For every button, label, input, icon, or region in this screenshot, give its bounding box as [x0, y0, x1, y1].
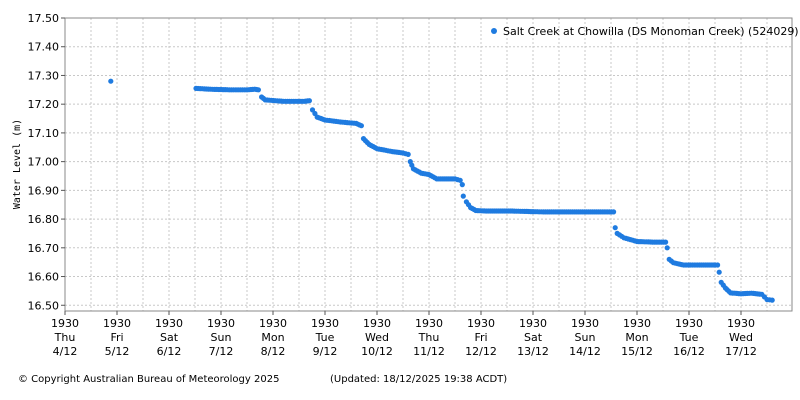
- data-point: [108, 78, 114, 84]
- x-tick-label-day: Wed: [729, 331, 753, 344]
- y-tick-label: 16.70: [28, 242, 60, 255]
- y-tick-label: 17.30: [28, 69, 60, 82]
- x-tick-label-time: 1930: [675, 317, 703, 330]
- grid: [64, 17, 792, 311]
- data-point: [663, 239, 669, 245]
- x-tick-label-day: Wed: [365, 331, 389, 344]
- y-tick-label: 16.50: [28, 299, 60, 312]
- x-tick-label-date: 5/12: [105, 345, 130, 358]
- y-tick-label: 17.40: [28, 41, 60, 54]
- data-points: [108, 78, 775, 303]
- x-tick-label-time: 1930: [155, 317, 183, 330]
- x-tick-label-time: 1930: [103, 317, 131, 330]
- y-tick-label: 17.10: [28, 127, 60, 140]
- y-tick-label: 17.20: [28, 98, 60, 111]
- x-tick-label-day: Sat: [160, 331, 179, 344]
- x-tick-label-time: 1930: [571, 317, 599, 330]
- x-axis-ticks: 1930Thu4/121930Fri5/121930Sat6/121930Sun…: [51, 311, 757, 358]
- copyright-notice: © Copyright Australian Bureau of Meteoro…: [18, 374, 280, 385]
- data-point: [358, 123, 364, 129]
- x-tick-label-time: 1930: [259, 317, 287, 330]
- updated-timestamp: (Updated: 18/12/2025 19:38 ACDT): [330, 374, 508, 385]
- y-axis-ticks: 16.50 16.60 16.70 16.80 16.90 17.00 17.10 17.20…: [28, 12, 65, 312]
- x-tick-label-day: Mon: [625, 331, 648, 344]
- x-tick-label-date: 15/12: [621, 345, 653, 358]
- x-tick-label-day: Fri: [110, 331, 123, 344]
- data-point: [612, 225, 618, 231]
- x-tick-label-day: Fri: [474, 331, 487, 344]
- x-tick-label-time: 1930: [363, 317, 391, 330]
- x-tick-label-time: 1930: [207, 317, 235, 330]
- x-tick-label-date: 16/12: [673, 345, 705, 358]
- data-point: [664, 245, 670, 251]
- x-tick-label-date: 12/12: [465, 345, 497, 358]
- x-tick-label-date: 10/12: [361, 345, 393, 358]
- y-tick-label: 17.50: [28, 12, 60, 25]
- x-tick-label-date: 9/12: [313, 345, 338, 358]
- x-tick-label-time: 1930: [519, 317, 547, 330]
- data-point: [716, 269, 722, 275]
- x-tick-label-time: 1930: [415, 317, 443, 330]
- data-point: [611, 209, 617, 215]
- x-tick-label-day: Sun: [575, 331, 596, 344]
- data-point: [405, 151, 411, 157]
- data-point: [459, 182, 465, 188]
- data-point: [255, 87, 261, 93]
- x-tick-label-day: Tue: [315, 331, 335, 344]
- x-tick-label-time: 1930: [311, 317, 339, 330]
- y-tick-label: 16.60: [28, 271, 60, 284]
- x-tick-label-time: 1930: [727, 317, 755, 330]
- x-tick-label-date: 11/12: [413, 345, 445, 358]
- legend: Salt Creek at Chowilla (DS Monoman Creek…: [491, 25, 799, 38]
- data-point: [769, 297, 775, 303]
- x-tick-label-day: Thu: [54, 331, 76, 344]
- x-tick-label-time: 1930: [623, 317, 651, 330]
- data-point: [460, 193, 466, 199]
- data-point: [715, 262, 721, 268]
- data-point: [457, 177, 463, 183]
- x-tick-label-date: 4/12: [53, 345, 78, 358]
- legend-label: Salt Creek at Chowilla (DS Monoman Creek…: [503, 25, 799, 38]
- x-tick-label-date: 6/12: [157, 345, 182, 358]
- legend-marker: [491, 28, 497, 34]
- data-point: [306, 98, 312, 104]
- x-tick-label-day: Thu: [418, 331, 440, 344]
- x-tick-label-date: 17/12: [725, 345, 757, 358]
- x-tick-label-day: Mon: [261, 331, 284, 344]
- x-tick-label-time: 1930: [467, 317, 495, 330]
- x-tick-label-date: 7/12: [209, 345, 234, 358]
- y-tick-label: 16.90: [28, 184, 60, 197]
- x-tick-label-date: 8/12: [261, 345, 286, 358]
- y-tick-label: 16.80: [28, 213, 60, 226]
- x-tick-label-date: 13/12: [517, 345, 549, 358]
- x-tick-label-day: Tue: [679, 331, 699, 344]
- x-tick-label-time: 1930: [51, 317, 79, 330]
- x-tick-label-day: Sun: [211, 331, 232, 344]
- x-tick-label-day: Sat: [524, 331, 543, 344]
- y-axis-label: Water Level (m): [12, 119, 23, 209]
- y-tick-label: 17.00: [28, 156, 60, 169]
- x-tick-label-date: 14/12: [569, 345, 601, 358]
